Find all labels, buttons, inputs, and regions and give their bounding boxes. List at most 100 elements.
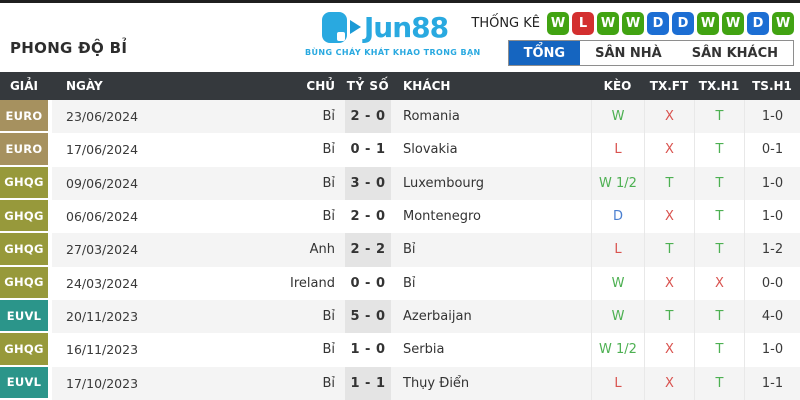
- score: 2 - 0: [350, 209, 386, 225]
- tsh1-score: 1-1: [744, 366, 800, 400]
- score: 1 - 1: [345, 366, 391, 400]
- table-header: GIẢI NGÀY CHỦ TỶ SỐ KHÁCH KÈO TX.FT TX.H…: [0, 72, 800, 100]
- score: 2 - 2: [345, 233, 391, 267]
- keo-result: W: [591, 299, 644, 334]
- tab-san-khach[interactable]: SÂN KHÁCH: [691, 45, 778, 61]
- tsh1-score: 1-2: [744, 233, 800, 267]
- txh1-result: T: [694, 166, 744, 200]
- col-header-keo: KÈO: [603, 79, 632, 93]
- league-badge: EURO: [0, 133, 48, 165]
- txh1-result: T: [694, 233, 744, 267]
- league-cell: GHQG: [0, 266, 48, 300]
- tsh1-score: 0-0: [744, 266, 800, 300]
- result-badge-w: W: [697, 12, 719, 35]
- league-badge: EUVL: [0, 299, 48, 332]
- match-row: GHQG 27/03/2024 Anh 2 - 2 Bỉ L T T 1-2: [0, 233, 800, 267]
- home-team: Ireland: [290, 275, 335, 291]
- jun88-logo-icon: [321, 11, 347, 43]
- result-badge-d: D: [647, 12, 669, 35]
- away-team: Azerbaijan: [391, 299, 591, 334]
- txft-result: X: [644, 333, 694, 367]
- txh1-result: X: [694, 266, 744, 300]
- match-row: GHQG 09/06/2024 Bỉ 3 - 0 Luxembourg W 1/2 T T 1-…: [0, 166, 800, 200]
- tsh1-score: 4-0: [744, 299, 800, 334]
- match-date: 06/06/2024: [66, 209, 139, 225]
- match-row: EURO 17/06/2024 Bỉ 0 - 1 Slovakia L X T 0-1: [0, 133, 800, 167]
- col-header-khach: KHÁCH: [403, 79, 451, 93]
- venue-tabs: TỔNG SÂN NHÀ SÂN KHÁCH: [507, 40, 794, 66]
- away-team: Montenegro: [403, 209, 482, 225]
- col-header-txft: TX.FT: [649, 79, 689, 93]
- page-title: PHONG ĐỘ BỈ: [10, 39, 128, 57]
- stats-label: THỐNG KÊ: [471, 16, 540, 31]
- score: 3 - 0: [345, 166, 391, 200]
- away-team: Romania: [391, 100, 591, 134]
- match-row: GHQG 16/11/2023 Bỉ 1 - 0 Serbia W 1/2 X T 1-0: [0, 333, 800, 367]
- match-row: GHQG 06/06/2024 Bỉ 2 - 0 Montenegro D X T 1-0: [0, 199, 800, 234]
- result-badge-w: W: [547, 12, 569, 35]
- score: 0 - 1: [350, 142, 386, 158]
- away-team: Bỉ: [391, 233, 591, 267]
- result-badge-d: D: [747, 12, 769, 35]
- keo-result: D: [591, 199, 644, 234]
- score: 0 - 0: [350, 275, 386, 291]
- league-badge: GHQG: [0, 333, 48, 365]
- match-date: 23/06/2024: [52, 100, 152, 134]
- col-header-txh1: TX.H1: [698, 79, 740, 93]
- keo-result: W: [591, 100, 644, 134]
- league-cell: EUVL: [0, 366, 48, 400]
- txh1-result: T: [694, 100, 744, 134]
- league-cell: GHQG: [0, 166, 48, 200]
- tsh1-score: 1-0: [744, 333, 800, 367]
- match-row: EUVL 20/11/2023 Bỉ 5 - 0 Azerbaijan W T T 4-0: [0, 299, 800, 334]
- txh1-result: T: [694, 333, 744, 367]
- match-date: 09/06/2024: [52, 166, 152, 200]
- away-team: Bỉ: [403, 275, 416, 291]
- tab-san-nha[interactable]: SÂN NHÀ: [595, 45, 662, 61]
- keo-result: L: [591, 366, 644, 400]
- league-badge: GHQG: [0, 233, 48, 265]
- home-team: Bỉ: [322, 209, 335, 225]
- keo-result: L: [591, 133, 644, 167]
- txft-result: T: [644, 299, 694, 334]
- result-badge-w: W: [722, 12, 744, 35]
- col-header-chu: CHỦ: [306, 79, 335, 93]
- away-team: Thụy Điển: [391, 366, 591, 400]
- result-badge-w: W: [772, 12, 794, 35]
- league-cell: GHQG: [0, 199, 48, 233]
- away-team: Serbia: [403, 342, 445, 358]
- score: 2 - 0: [345, 100, 391, 134]
- txh1-result: T: [694, 366, 744, 400]
- txft-result: X: [644, 266, 694, 300]
- keo-result: W: [591, 266, 644, 300]
- league-cell: EURO: [0, 100, 48, 133]
- match-date: 24/03/2024: [66, 275, 139, 291]
- home-team: Bỉ: [322, 142, 335, 158]
- txh1-result: T: [694, 133, 744, 167]
- txft-result: X: [644, 133, 694, 167]
- score: 1 - 0: [350, 342, 386, 358]
- play-triangle-icon: [349, 20, 361, 34]
- result-badge-l: L: [572, 12, 594, 35]
- match-row: GHQG 24/03/2024 Ireland 0 - 0 Bỉ W X X 0-0: [0, 266, 800, 300]
- score: 5 - 0: [345, 299, 391, 334]
- result-badge-w: W: [622, 12, 644, 35]
- result-badge-d: D: [672, 12, 694, 35]
- home-team: Bỉ: [152, 100, 345, 134]
- match-date: 16/11/2023: [66, 342, 139, 358]
- top-accent-bar: [0, 0, 800, 3]
- tsh1-score: 0-1: [744, 133, 800, 167]
- tab-tong[interactable]: TỔNG: [508, 41, 581, 65]
- jun88-logo[interactable]: Jun88 BÙNG CHÁY KHÁT KHAO TRONG BẠN: [305, 7, 480, 58]
- league-cell: EUVL: [0, 299, 48, 333]
- table-body: EURO 23/06/2024 Bỉ 2 - 0 Romania W X T 1-0 EURO 17…: [0, 100, 800, 400]
- match-date: 17/06/2024: [66, 142, 139, 158]
- txft-result: X: [644, 366, 694, 400]
- league-badge: GHQG: [0, 199, 48, 232]
- col-header-ngay: NGÀY: [66, 79, 103, 93]
- match-date: 20/11/2023: [52, 299, 152, 334]
- col-header-tyso: TỶ SỐ: [346, 79, 390, 93]
- keo-result: L: [591, 233, 644, 267]
